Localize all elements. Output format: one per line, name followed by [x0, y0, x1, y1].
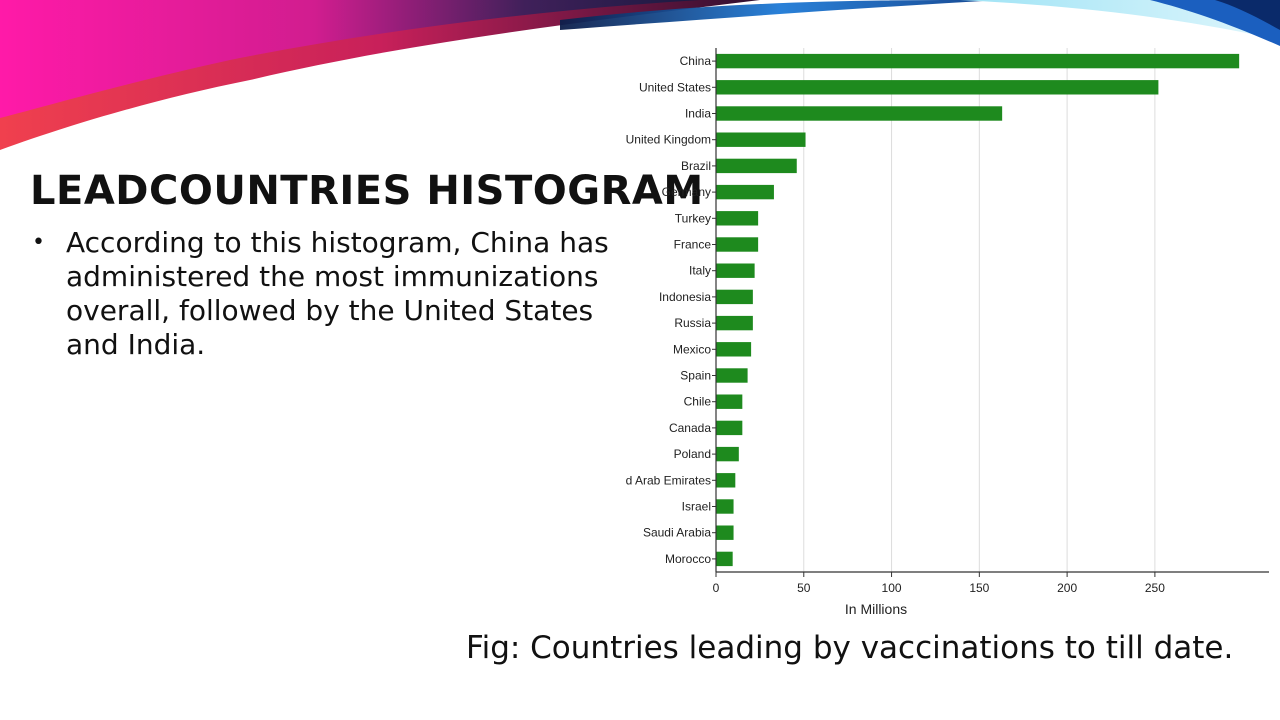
- category-label: United Kingdom: [626, 133, 711, 147]
- bar: [716, 446, 739, 462]
- bar: [716, 132, 806, 147]
- bar: [716, 53, 1240, 69]
- bar: [716, 80, 1159, 95]
- category-label: Russia: [674, 316, 711, 330]
- x-tick-label: 150: [969, 581, 989, 595]
- category-label: United States: [639, 80, 711, 94]
- decorative-swoosh: [0, 0, 1280, 150]
- bullet-item: • According to this histogram, China has…: [30, 226, 630, 362]
- vaccinations-bar-chart: 0 50 100 150 200 250 China United States India Un…: [626, 48, 1269, 617]
- category-label: China: [680, 54, 712, 68]
- category-label: Italy: [689, 264, 711, 278]
- figure-caption: Fig: Countries leading by vaccinations t…: [466, 630, 1234, 666]
- category-label: Saudi Arabia: [643, 526, 711, 540]
- x-tick-label: 0: [713, 581, 720, 595]
- bar: [716, 499, 734, 514]
- bar: [716, 420, 743, 436]
- category-label: Morocco: [665, 552, 711, 566]
- bar: [716, 342, 752, 357]
- bar: [716, 368, 748, 383]
- category-label: Turkey: [675, 211, 711, 225]
- category-label: France: [674, 238, 712, 252]
- bullet-list: • According to this histogram, China has…: [30, 226, 630, 362]
- bar: [716, 394, 743, 409]
- bar: [716, 263, 755, 278]
- category-label: Germany: [662, 185, 711, 199]
- slide-title: LEADCOUNTRIES HISTOGRAM: [30, 168, 704, 214]
- chart-bars: [716, 53, 1240, 567]
- category-label: Mexico: [673, 342, 711, 356]
- x-tick-label: 200: [1057, 581, 1077, 595]
- bar: [716, 211, 759, 226]
- bullet-dot: •: [32, 230, 45, 255]
- bar: [716, 525, 734, 540]
- x-tick-label: 100: [882, 581, 902, 595]
- category-label: Indonesia: [659, 290, 711, 304]
- x-axis-label: In Millions: [845, 601, 907, 617]
- bar: [716, 237, 759, 252]
- category-label: Poland: [674, 447, 711, 461]
- chart-labels: 0 50 100 150 200 250 China United States India Un…: [626, 54, 1165, 617]
- bar: [716, 551, 733, 567]
- x-tick-label: 50: [797, 581, 811, 595]
- category-label: Brazil: [681, 159, 711, 173]
- bar: [716, 289, 753, 305]
- bar: [716, 184, 774, 200]
- bullet-text: According to this histogram, China has a…: [66, 226, 609, 361]
- bar: [716, 315, 753, 331]
- bar: [716, 473, 736, 488]
- category-label: India: [685, 107, 711, 121]
- category-label: Canada: [669, 421, 711, 435]
- x-tick-label: 250: [1145, 581, 1165, 595]
- category-label: Spain: [680, 369, 711, 383]
- category-label: United Arab Emirates: [626, 473, 711, 487]
- category-label: Israel: [682, 500, 711, 514]
- bar: [716, 106, 1003, 121]
- chart-axes: [712, 48, 1269, 577]
- category-label: Chile: [684, 395, 712, 409]
- bar: [716, 158, 797, 174]
- chart-grid: [715, 48, 1156, 572]
